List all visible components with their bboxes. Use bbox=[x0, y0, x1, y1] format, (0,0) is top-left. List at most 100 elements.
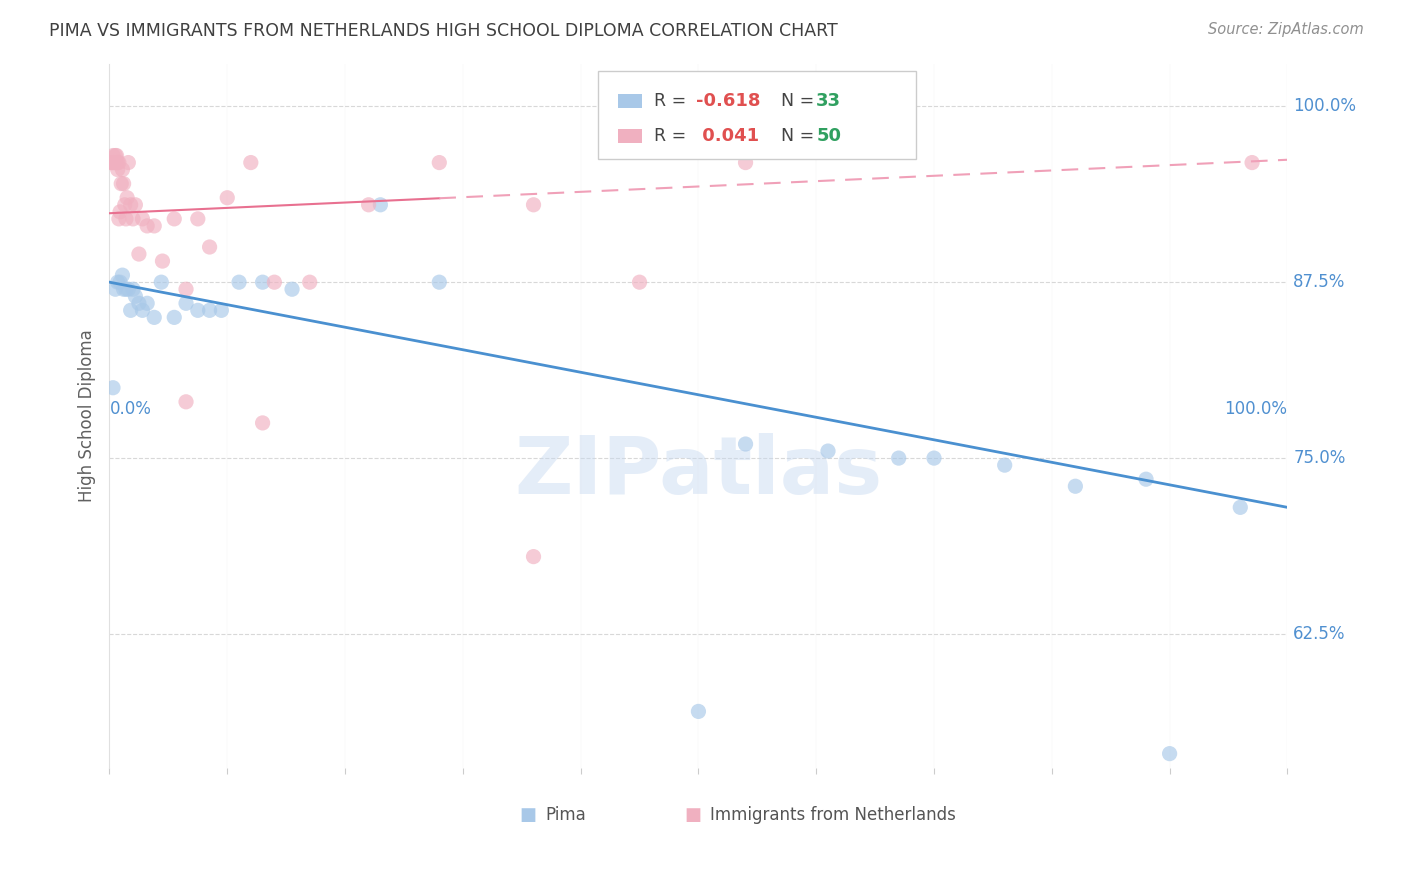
Point bbox=[887, 451, 910, 466]
Point bbox=[124, 198, 146, 212]
Point bbox=[922, 451, 945, 466]
Point bbox=[522, 549, 544, 564]
Point bbox=[688, 705, 710, 719]
Point bbox=[522, 198, 544, 212]
Text: N =: N = bbox=[770, 92, 820, 111]
Point bbox=[105, 155, 128, 169]
Point bbox=[100, 155, 122, 169]
Point bbox=[994, 458, 1017, 472]
Point bbox=[131, 211, 153, 226]
Y-axis label: High School Diploma: High School Diploma bbox=[79, 329, 96, 502]
Point bbox=[239, 155, 262, 169]
Point bbox=[120, 303, 142, 318]
Point bbox=[104, 282, 127, 296]
FancyBboxPatch shape bbox=[599, 71, 917, 159]
Text: 75.0%: 75.0% bbox=[1294, 449, 1346, 467]
Point bbox=[1241, 155, 1264, 169]
Text: 100.0%: 100.0% bbox=[1225, 401, 1288, 418]
Point bbox=[152, 254, 174, 268]
Point bbox=[122, 211, 145, 226]
Text: Pima: Pima bbox=[546, 806, 586, 824]
Point bbox=[1229, 500, 1251, 515]
Point bbox=[111, 162, 134, 177]
Text: ZIPatlas: ZIPatlas bbox=[515, 434, 883, 511]
Point bbox=[107, 275, 129, 289]
Point bbox=[734, 155, 756, 169]
Point bbox=[117, 155, 139, 169]
Text: -0.618: -0.618 bbox=[696, 92, 761, 111]
Point bbox=[112, 282, 135, 296]
Point bbox=[198, 303, 221, 318]
Point bbox=[209, 303, 232, 318]
Bar bbox=[619, 95, 643, 108]
Point bbox=[263, 275, 285, 289]
Point bbox=[370, 198, 392, 212]
Point bbox=[143, 219, 166, 233]
Point bbox=[174, 282, 197, 296]
Point bbox=[124, 289, 146, 303]
Text: R =: R = bbox=[654, 92, 692, 111]
Point bbox=[427, 155, 450, 169]
Point bbox=[427, 275, 450, 289]
Point bbox=[131, 303, 153, 318]
Point bbox=[217, 191, 239, 205]
Text: Source: ZipAtlas.com: Source: ZipAtlas.com bbox=[1208, 22, 1364, 37]
Point bbox=[281, 282, 304, 296]
Point bbox=[628, 275, 651, 289]
Text: 100.0%: 100.0% bbox=[1294, 97, 1357, 115]
Point bbox=[114, 198, 136, 212]
Text: 0.0%: 0.0% bbox=[110, 401, 152, 418]
Text: 62.5%: 62.5% bbox=[1294, 625, 1346, 643]
Point bbox=[163, 211, 186, 226]
Point bbox=[111, 268, 134, 282]
Point bbox=[110, 177, 132, 191]
Point bbox=[1135, 472, 1157, 486]
Text: N =: N = bbox=[770, 128, 820, 145]
Point bbox=[174, 296, 197, 310]
Text: ■: ■ bbox=[519, 806, 536, 824]
Point bbox=[112, 177, 135, 191]
Bar bbox=[619, 129, 643, 143]
Point bbox=[228, 275, 250, 289]
Point bbox=[108, 211, 131, 226]
Text: PIMA VS IMMIGRANTS FROM NETHERLANDS HIGH SCHOOL DIPLOMA CORRELATION CHART: PIMA VS IMMIGRANTS FROM NETHERLANDS HIGH… bbox=[49, 22, 838, 40]
Point bbox=[734, 437, 756, 451]
Point bbox=[117, 282, 139, 296]
Point bbox=[104, 148, 127, 162]
Text: 0.041: 0.041 bbox=[696, 128, 759, 145]
Point bbox=[115, 211, 138, 226]
Point bbox=[187, 211, 209, 226]
Text: R =: R = bbox=[654, 128, 692, 145]
Point bbox=[115, 191, 138, 205]
Point bbox=[115, 282, 138, 296]
Point bbox=[198, 240, 221, 254]
Point bbox=[174, 394, 197, 409]
Text: 87.5%: 87.5% bbox=[1294, 273, 1346, 291]
Text: 50: 50 bbox=[817, 128, 841, 145]
Point bbox=[136, 219, 159, 233]
Point bbox=[105, 148, 128, 162]
Point bbox=[1159, 747, 1181, 761]
Point bbox=[136, 296, 159, 310]
Point bbox=[104, 155, 127, 169]
Point bbox=[817, 444, 839, 458]
Point bbox=[108, 204, 131, 219]
Point bbox=[103, 155, 125, 169]
Text: Immigrants from Netherlands: Immigrants from Netherlands bbox=[710, 806, 956, 824]
Point bbox=[163, 310, 186, 325]
Point bbox=[108, 155, 131, 169]
Point bbox=[107, 162, 129, 177]
Point bbox=[101, 148, 124, 162]
Text: 33: 33 bbox=[817, 92, 841, 111]
Point bbox=[101, 381, 124, 395]
Point bbox=[128, 247, 150, 261]
Point bbox=[1064, 479, 1087, 493]
Point bbox=[122, 282, 145, 296]
Point bbox=[252, 275, 274, 289]
Point bbox=[298, 275, 321, 289]
Point bbox=[120, 198, 142, 212]
Point bbox=[101, 155, 124, 169]
Point bbox=[108, 275, 131, 289]
Point bbox=[143, 310, 166, 325]
Point bbox=[187, 303, 209, 318]
